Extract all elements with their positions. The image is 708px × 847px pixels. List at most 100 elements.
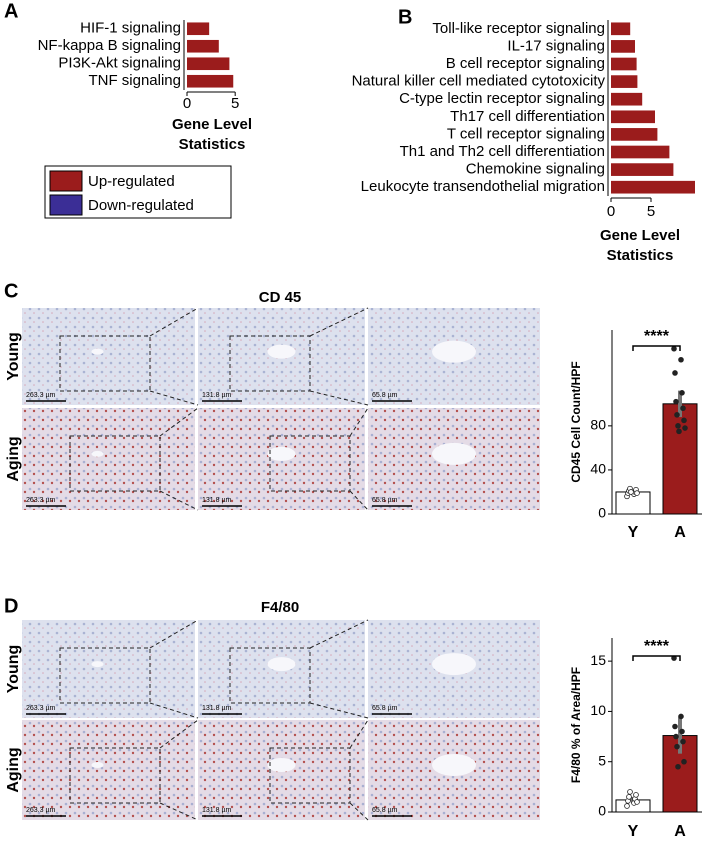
y-tick-label: 0 <box>598 803 606 819</box>
category-label: PI3K-Akt signaling <box>58 55 181 72</box>
micrographs: 263.3 µm 131.8 µm 65.8 µm 263.3 µm 131.8 µm 6… <box>22 307 540 821</box>
zoom-line <box>159 719 199 749</box>
category-label: A <box>674 823 686 840</box>
category-label: B cell receptor signaling <box>446 55 605 72</box>
vessel <box>432 340 476 363</box>
data-point <box>626 794 632 800</box>
zoom-line <box>349 719 369 749</box>
data-point <box>674 412 680 418</box>
category-label: IL-17 signaling <box>507 37 605 54</box>
data-point <box>680 738 686 745</box>
significance-label: **** <box>644 638 670 655</box>
category-label: Toll-like receptor signaling <box>432 20 605 37</box>
scale-bar-label: 131.8 µm <box>202 705 231 712</box>
category-label: C-type lectin receptor signaling <box>399 90 605 107</box>
bar <box>611 128 658 141</box>
vessel <box>91 762 104 768</box>
vessel <box>267 657 296 672</box>
data-point <box>675 763 681 770</box>
vessel <box>267 344 296 359</box>
scale-bar-label: 263.3 µm <box>26 705 55 712</box>
category-label: Chemokine signaling <box>466 161 605 178</box>
zoom-box <box>229 647 311 704</box>
zoom-box <box>69 435 161 492</box>
data-point <box>633 792 639 798</box>
panel-label: B <box>398 6 412 28</box>
x-tick-label: 0 <box>183 95 191 112</box>
zoom-line <box>149 619 199 649</box>
bar <box>611 110 655 124</box>
micrograph <box>22 620 195 718</box>
significance-bracket <box>632 345 681 351</box>
data-point <box>679 728 685 735</box>
zoom-line <box>159 490 199 511</box>
zoom-line <box>309 307 369 337</box>
bar <box>611 75 638 88</box>
data-point <box>681 758 687 765</box>
zoom-box <box>69 747 161 804</box>
data-point <box>634 490 640 496</box>
y-axis-label: CD45 Cell Count/HPF <box>569 361 583 482</box>
data-point <box>673 398 679 405</box>
zoom-box <box>269 747 351 804</box>
category-label: NF-kappa B signaling <box>38 37 181 54</box>
scale-bar-label: 131.8 µm <box>202 807 231 814</box>
category-label: Leukocyte transendothelial migration <box>361 178 605 195</box>
y-tick-label: 80 <box>590 417 606 433</box>
legend-swatch <box>49 170 83 192</box>
x-axis-label: Gene Level <box>600 227 680 244</box>
scale-bar-label: 263.3 µm <box>26 497 55 504</box>
category-label: Th1 and Th2 cell differentiation <box>400 143 605 160</box>
legend-box <box>44 165 232 219</box>
zoom-line <box>149 390 199 406</box>
scale-bar-label: 131.8 µm <box>202 497 231 504</box>
significance-bracket <box>632 655 681 661</box>
y-tick-label: 10 <box>590 702 606 718</box>
data-point <box>678 356 684 363</box>
vessel <box>432 653 476 676</box>
zoom-line <box>149 702 199 719</box>
scale-bar-label: 65.8 µm <box>372 705 398 712</box>
category-label: Y <box>628 524 639 541</box>
data-point <box>676 428 682 435</box>
bar <box>611 145 670 159</box>
legend-swatch <box>49 194 83 216</box>
data-point <box>680 405 686 412</box>
significance-label: **** <box>644 328 670 345</box>
panel-label: C <box>4 280 18 302</box>
data-point <box>682 425 688 431</box>
bar <box>187 74 234 88</box>
bar <box>611 22 631 36</box>
vessel <box>267 446 296 461</box>
category-label: T cell receptor signaling <box>447 125 605 142</box>
category-label: A <box>674 524 686 541</box>
zoom-line <box>149 307 199 337</box>
micrograph <box>22 408 195 510</box>
zoom-line <box>349 490 369 511</box>
vessel <box>267 758 296 772</box>
scale-bar-label: 263.3 µm <box>26 392 55 399</box>
vessel <box>91 661 104 668</box>
category-label: HIF-1 signaling <box>80 20 181 37</box>
data-point <box>672 370 678 376</box>
zoom-line <box>349 407 369 437</box>
zoom-box <box>269 435 351 492</box>
y-axis-label: F4/80 % of Area/HPF <box>569 667 583 783</box>
vessel <box>432 754 476 776</box>
row-label: Young <box>5 645 22 694</box>
data-point <box>673 733 679 740</box>
bar <box>187 22 210 36</box>
data-point <box>628 489 634 495</box>
scale-bar-label: 131.8 µm <box>202 392 231 399</box>
scale-bar-label: 65.8 µm <box>372 392 398 399</box>
bar <box>187 39 219 53</box>
data-point <box>675 423 681 429</box>
zoom-line <box>309 702 369 719</box>
x-tick-label: 0 <box>607 203 615 220</box>
x-axis-label: Gene Level <box>172 116 252 133</box>
data-point <box>678 713 684 720</box>
scale-bar-label: 263.3 µm <box>26 807 55 814</box>
zoom-line <box>309 619 369 649</box>
zoom-box <box>59 647 151 704</box>
